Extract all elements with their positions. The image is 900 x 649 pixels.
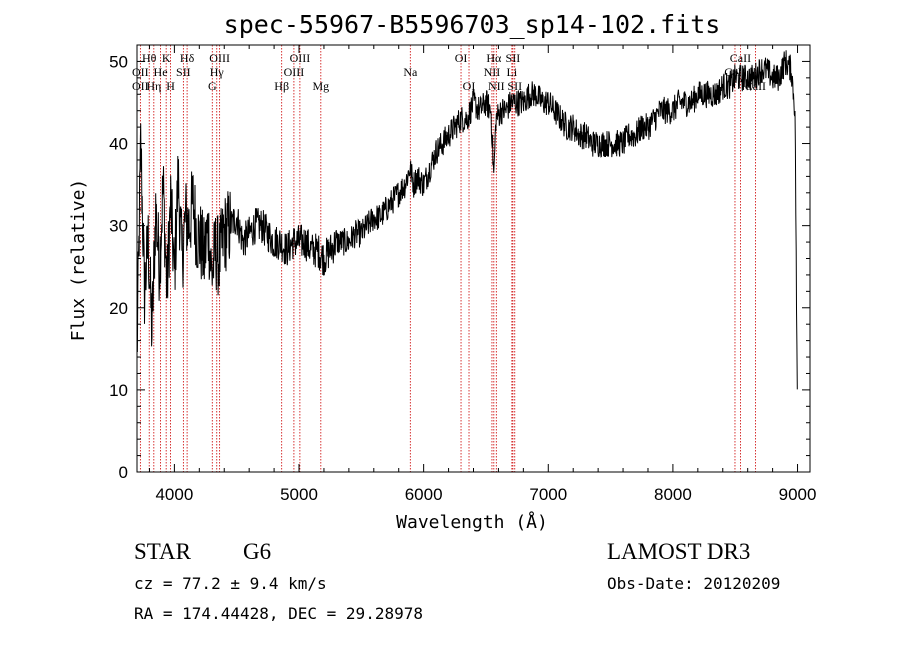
y-tick-label: 0 bbox=[119, 463, 128, 482]
line-label: OII bbox=[132, 79, 149, 93]
object-subclass: G6 bbox=[243, 539, 271, 564]
x-tick-label: 9000 bbox=[779, 485, 817, 504]
y-axis-label: Flux (relative) bbox=[68, 179, 89, 342]
x-tick-label: 8000 bbox=[654, 485, 692, 504]
line-label: H bbox=[166, 79, 175, 93]
x-tick-label: 7000 bbox=[529, 485, 567, 504]
line-label: G bbox=[208, 79, 217, 93]
object-type: STAR bbox=[134, 539, 192, 564]
survey-name: LAMOST DR3 bbox=[607, 539, 750, 564]
line-label: Hα bbox=[486, 51, 502, 65]
line-label: Hη bbox=[146, 79, 161, 93]
line-label: OI bbox=[455, 51, 468, 65]
x-axis-label: Wavelength (Å) bbox=[396, 511, 548, 533]
line-label: OIII bbox=[284, 65, 305, 79]
spectrum-line bbox=[136, 50, 798, 390]
line-label: Hγ bbox=[210, 65, 225, 79]
line-label: Li bbox=[507, 65, 518, 79]
y-tick-label: 50 bbox=[109, 52, 128, 71]
y-tick-label: 40 bbox=[109, 135, 128, 154]
line-label: K bbox=[162, 51, 171, 65]
line-label: SII bbox=[506, 51, 521, 65]
line-label: Na bbox=[403, 65, 418, 79]
x-tick-label: 6000 bbox=[405, 485, 443, 504]
line-label: OII bbox=[132, 65, 149, 79]
y-tick-label: 30 bbox=[109, 217, 128, 236]
plot-frame bbox=[136, 44, 811, 473]
x-tick-label: 5000 bbox=[280, 485, 318, 504]
line-label: He bbox=[154, 65, 168, 79]
line-label: OI bbox=[463, 79, 476, 93]
info-panel: STAR G6 LAMOST DR3 cz = 77.2 ± 9.4 km/s … bbox=[134, 539, 780, 623]
coordinates: RA = 174.44428, DEC = 29.28978 bbox=[134, 604, 423, 623]
y-tick-label: 10 bbox=[109, 381, 128, 400]
line-label: OIII bbox=[290, 51, 311, 65]
line-label: CaII bbox=[730, 51, 751, 65]
chart-title: spec-55967-B5596703_sp14-102.fits bbox=[224, 10, 721, 39]
line-label: Hβ bbox=[274, 79, 289, 93]
y-tick-label: 20 bbox=[109, 299, 128, 318]
line-label: Hθ bbox=[142, 51, 157, 65]
line-label: NII bbox=[488, 79, 505, 93]
observation-date: Obs-Date: 20120209 bbox=[607, 574, 780, 593]
redshift-velocity: cz = 77.2 ± 9.4 km/s bbox=[134, 574, 327, 593]
x-tick-label: 4000 bbox=[155, 485, 193, 504]
line-label: SII bbox=[507, 79, 522, 93]
line-label: Hδ bbox=[180, 51, 195, 65]
y-axis-ticks: 0 10 20 30 40 50 bbox=[109, 52, 810, 482]
line-label: SII bbox=[176, 65, 191, 79]
x-axis-ticks: 4000 5000 6000 7000 8000 9000 bbox=[148, 45, 817, 504]
line-label: Mg bbox=[312, 79, 329, 93]
line-label: NII bbox=[484, 65, 501, 79]
line-label: OIII bbox=[209, 51, 230, 65]
